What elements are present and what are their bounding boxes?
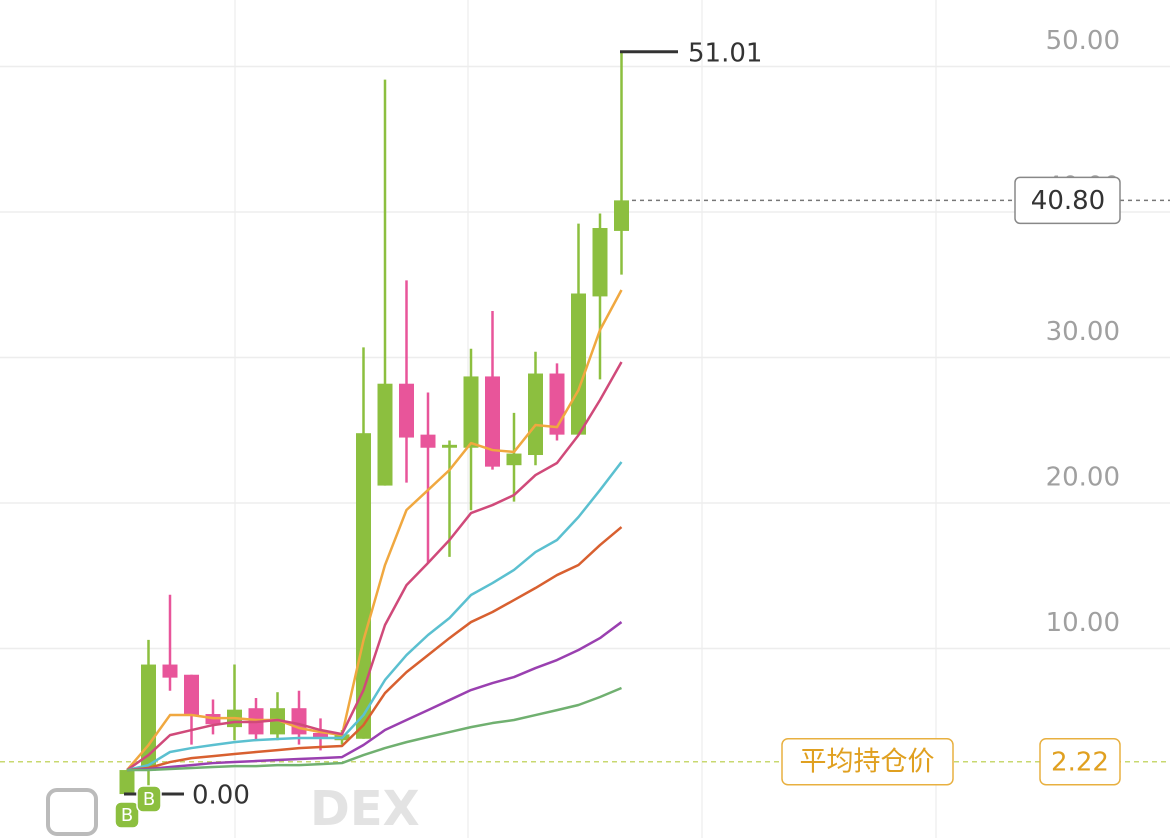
y-tick-label: 10.00 <box>1046 608 1120 638</box>
ma-line <box>126 289 623 771</box>
candle-body <box>399 383 414 438</box>
candle-body <box>485 376 500 467</box>
max-marker-label: 51.01 <box>688 38 762 68</box>
trade-badge-label: B <box>121 805 133 826</box>
min-marker-label: 0.00 <box>192 781 250 811</box>
candle-body <box>313 732 328 739</box>
current-price-box <box>1014 176 1121 225</box>
ma-line <box>126 621 623 772</box>
candle-body <box>528 373 543 456</box>
y-tick-label: 20.00 <box>1046 463 1120 493</box>
candle-body <box>614 200 629 231</box>
ma-line <box>127 686 622 772</box>
ma-line <box>126 361 623 772</box>
y-tick-label: 50.00 <box>1046 26 1120 56</box>
trade-badge <box>136 785 162 813</box>
ma-line <box>126 526 623 772</box>
current-price-label: 40.80 <box>1031 186 1105 216</box>
candle-body <box>377 383 393 486</box>
candle-body <box>571 293 586 435</box>
candle-body <box>141 664 156 771</box>
avg-cost-value-box <box>1039 738 1121 786</box>
watermark: DEX <box>310 781 420 837</box>
y-tick-label: 30.00 <box>1046 317 1120 347</box>
candle-body <box>463 376 479 448</box>
candle-body <box>184 674 199 716</box>
candle-body <box>592 228 608 297</box>
ma-line <box>126 461 623 772</box>
candle-body <box>119 770 135 795</box>
trade-badge-label: B <box>143 789 155 810</box>
candle-body <box>506 453 522 466</box>
expand-icon[interactable] <box>46 788 98 836</box>
candle-body <box>291 708 307 735</box>
avg-cost-title: 平均持仓价 <box>800 746 935 777</box>
avg-cost-value: 2.22 <box>1051 747 1109 777</box>
candle-body <box>420 434 436 448</box>
candle-body <box>162 664 178 678</box>
trade-badge <box>114 801 140 829</box>
avg-cost-title-box <box>781 738 954 786</box>
candle-body <box>442 444 457 448</box>
candle-body <box>356 433 371 739</box>
